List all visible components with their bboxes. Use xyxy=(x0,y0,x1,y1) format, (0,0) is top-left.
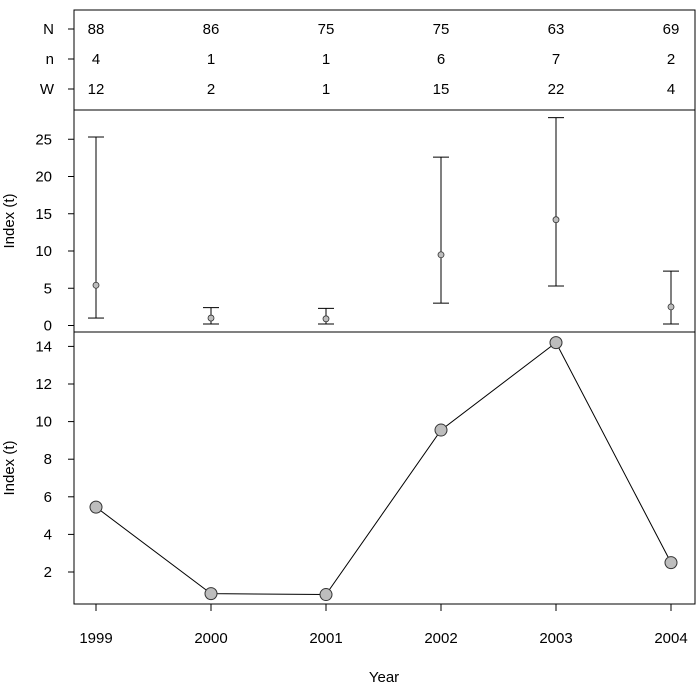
x-tick-label: 2004 xyxy=(654,630,687,647)
series-line xyxy=(95,341,672,596)
table-cell: 12 xyxy=(88,81,105,98)
series-point xyxy=(434,423,448,437)
table-cell: 1 xyxy=(207,51,215,68)
table-cell: 63 xyxy=(548,21,565,38)
line-ytick-label: 10 xyxy=(35,414,52,431)
line-ytick-label: 8 xyxy=(44,451,52,468)
table-cell: 6 xyxy=(437,51,445,68)
errorbar-point xyxy=(667,303,675,311)
series-point xyxy=(549,336,563,350)
table-row-label: n xyxy=(46,51,54,68)
line-ytick-label: 4 xyxy=(44,526,52,543)
errorbar-point xyxy=(322,315,330,323)
errorbar-ytick-label: 15 xyxy=(35,206,52,223)
line-ytick-label: 12 xyxy=(35,376,52,393)
errorbar-ytick-label: 25 xyxy=(35,131,52,148)
table-cell: 2 xyxy=(207,81,215,98)
x-axis-label: Year xyxy=(369,669,399,686)
x-tick-label: 2002 xyxy=(424,630,457,647)
table-cell: 1 xyxy=(322,51,330,68)
errorbar-ylabel: Index (t) xyxy=(1,193,18,248)
errorbar-point xyxy=(552,216,560,224)
table-cell: 4 xyxy=(92,51,100,68)
x-tick-label: 2003 xyxy=(539,630,572,647)
table-cell: 75 xyxy=(318,21,335,38)
x-tick-label: 1999 xyxy=(79,630,112,647)
errorbar-point xyxy=(92,281,100,289)
series-point xyxy=(319,588,333,602)
errorbar-ytick-label: 20 xyxy=(35,169,52,186)
table-cell: 75 xyxy=(433,21,450,38)
table-cell: 88 xyxy=(88,21,105,38)
table-cell: 2 xyxy=(667,51,675,68)
series-point xyxy=(204,587,218,601)
table-cell: 4 xyxy=(667,81,675,98)
table-row-label: W xyxy=(40,81,55,98)
errorbar-point xyxy=(207,314,215,322)
line-ytick-label: 2 xyxy=(44,564,52,581)
table-cell: 69 xyxy=(663,21,680,38)
table-cell: 7 xyxy=(552,51,560,68)
table-panel-frame xyxy=(73,9,696,111)
errorbar-ytick-label: 5 xyxy=(44,280,52,297)
table-cell: 1 xyxy=(322,81,330,98)
line-panel-frame xyxy=(73,331,696,605)
series-point xyxy=(664,556,678,570)
line-layer: 2 4 6 8 10 12 14 1999 2000 2001 2002 2003 2004 xyxy=(35,336,688,647)
table-cell: 86 xyxy=(203,21,220,38)
table-row-label: N xyxy=(43,21,54,38)
line-ylabel: Index (t) xyxy=(1,440,18,495)
errorbar-ytick-label: 10 xyxy=(35,243,52,260)
table-cell: 22 xyxy=(548,81,565,98)
errorbar-ytick-label: 0 xyxy=(44,318,52,335)
line-ytick-label: 14 xyxy=(35,338,52,355)
errorbar-panel-frame xyxy=(73,109,696,333)
x-tick-label: 2000 xyxy=(194,630,227,647)
line-ytick-label: 6 xyxy=(44,489,52,506)
x-tick-label: 2001 xyxy=(309,630,342,647)
errorbar-point xyxy=(437,251,445,259)
table-layer: N 88 86 75 75 63 69 n 4 1 1 6 7 2 W 12 2 1 15 22 4 xyxy=(40,21,680,98)
errorbar-layer: 0 5 10 15 20 25 xyxy=(35,117,679,335)
series-point xyxy=(89,500,103,514)
table-cell: 15 xyxy=(433,81,450,98)
